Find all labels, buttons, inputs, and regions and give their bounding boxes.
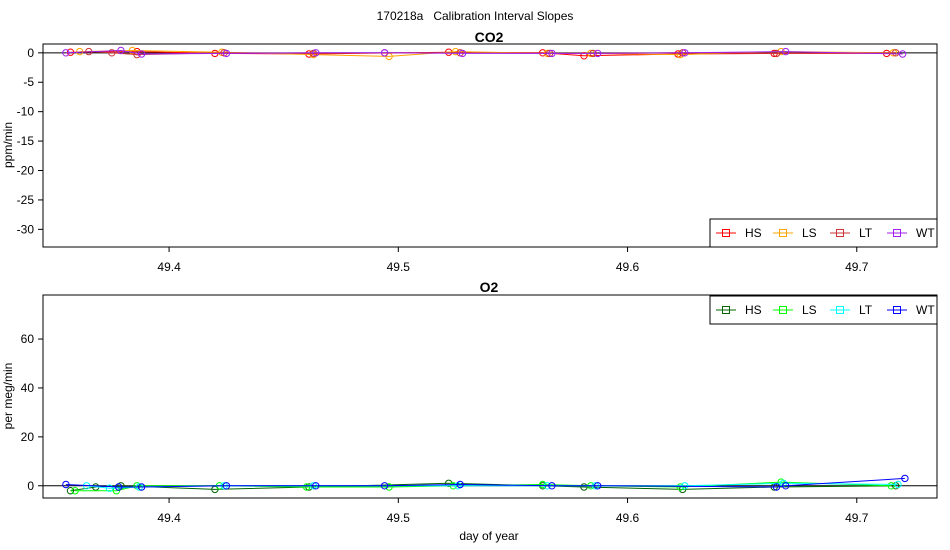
o2-data-point-ls bbox=[71, 487, 79, 495]
o2-data-point-hs bbox=[66, 487, 75, 495]
o2-x-axis-label: day of year bbox=[459, 529, 518, 543]
o2-data-point-ls bbox=[302, 483, 311, 491]
co2-legend-label-ls: LS bbox=[802, 226, 817, 240]
co2-data-point-lt bbox=[108, 49, 116, 57]
co2-y-tick-label: -15 bbox=[17, 134, 35, 148]
co2-data-point-wt bbox=[117, 46, 125, 55]
co2-data-point-wt bbox=[137, 50, 146, 58]
o2-x-tick-label: 49.5 bbox=[387, 511, 411, 525]
o2-data-point-wt bbox=[114, 483, 123, 491]
co2-legend-marker-ls bbox=[779, 229, 787, 237]
co2-data-point-wt bbox=[458, 49, 467, 58]
co2-x-tick-label: 49.5 bbox=[387, 260, 411, 274]
co2-legend-marker-lt bbox=[836, 229, 844, 237]
o2-panel-title: O2 bbox=[480, 279, 499, 295]
o2-data-point-wt bbox=[594, 482, 602, 490]
co2-data-point-lt bbox=[772, 49, 781, 58]
o2-legend-marker-wt bbox=[893, 306, 901, 314]
o2-series-line-wt bbox=[65, 477, 905, 488]
co2-x-tick-label: 49.4 bbox=[157, 260, 181, 274]
o2-x-axis: 49.4 49.5 49.6 49.7 bbox=[157, 498, 869, 525]
co2-series-group bbox=[62, 46, 907, 61]
o2-data-point-wt bbox=[380, 482, 389, 490]
co2-data-point-ls bbox=[128, 46, 137, 55]
o2-data-point-wt bbox=[137, 483, 146, 491]
o2-legend-label-wt: WT bbox=[916, 303, 935, 317]
o2-data-point-wt bbox=[456, 480, 464, 489]
co2-data-point-ls bbox=[451, 47, 460, 56]
co2-data-point-wt bbox=[62, 49, 70, 57]
co2-panel: CO2 49.4 49.5 49.6 49.7 0-5-10-15-20-25-30 … bbox=[1, 29, 938, 274]
co2-legend-label-lt: LT bbox=[859, 226, 873, 240]
o2-data-point-ls bbox=[887, 482, 895, 490]
o2-data-point-wt bbox=[312, 482, 320, 490]
co2-legend: HS LS LT WT bbox=[709, 218, 938, 248]
co2-data-point-lt bbox=[892, 49, 900, 57]
co2-legend-marker-hs bbox=[722, 229, 730, 237]
o2-legend: HS LS LT WT bbox=[709, 295, 938, 325]
co2-plot-frame bbox=[42, 43, 938, 248]
co2-y-tick-label: 0 bbox=[27, 46, 34, 60]
o2-data-point-wt bbox=[222, 482, 231, 490]
o2-legend-label-lt: LT bbox=[859, 303, 873, 317]
co2-series-line-ls bbox=[79, 49, 894, 57]
co2-data-point-wt bbox=[222, 49, 231, 58]
co2-data-point-wt bbox=[380, 49, 389, 57]
co2-y-tick-label: -30 bbox=[17, 222, 35, 236]
co2-x-tick-label: 49.7 bbox=[845, 260, 869, 274]
o2-legend-marker-ls bbox=[779, 306, 787, 314]
co2-data-point-lt bbox=[133, 50, 141, 59]
co2-y-tick-label: -25 bbox=[17, 193, 35, 207]
o2-y-axis: 0 20 40 60 bbox=[21, 332, 43, 493]
o2-data-point-wt bbox=[782, 482, 790, 490]
o2-legend-marker-hs bbox=[722, 306, 730, 314]
co2-data-point-wt bbox=[782, 47, 790, 56]
o2-data-point-lt bbox=[894, 480, 902, 489]
co2-data-point-wt bbox=[312, 49, 320, 57]
o2-data-point-ls bbox=[385, 483, 393, 491]
o2-series-group bbox=[62, 474, 909, 495]
o2-legend-marker-lt bbox=[836, 306, 844, 314]
o2-data-point-ls bbox=[539, 480, 547, 489]
o2-data-point-wt bbox=[901, 474, 909, 483]
co2-data-point-hs bbox=[580, 52, 588, 60]
o2-data-point-lt bbox=[105, 484, 114, 492]
o2-data-point-wt bbox=[62, 480, 70, 489]
co2-data-point-wt bbox=[681, 49, 689, 57]
co2-y-tick-label: -20 bbox=[17, 164, 35, 178]
figure-title: 170218a Calibration Interval Slopes bbox=[377, 9, 574, 23]
co2-x-axis: 49.4 49.5 49.6 49.7 bbox=[157, 247, 869, 274]
co2-y-axis-label: ppm/min bbox=[1, 122, 15, 168]
o2-data-point-wt bbox=[548, 482, 556, 490]
o2-y-axis-label: per meg/min bbox=[1, 363, 15, 430]
o2-x-tick-label: 49.7 bbox=[845, 511, 869, 525]
o2-y-tick-label: 40 bbox=[21, 381, 35, 395]
o2-legend-label-hs: HS bbox=[745, 303, 762, 317]
co2-y-axis: 0 -5 -10 -15 -20 -25 -30 bbox=[17, 46, 43, 236]
o2-y-tick-label: 0 bbox=[27, 479, 34, 493]
o2-x-tick-label: 49.4 bbox=[157, 511, 181, 525]
co2-legend-marker-wt bbox=[893, 229, 901, 237]
co2-data-point-wt bbox=[548, 49, 556, 58]
co2-y-tick-label: -10 bbox=[17, 105, 35, 119]
o2-data-point-wt bbox=[772, 483, 781, 491]
co2-data-point-ls bbox=[676, 50, 684, 59]
o2-x-tick-label: 49.6 bbox=[616, 511, 640, 525]
o2-data-point-hs bbox=[580, 483, 588, 491]
o2-legend-label-ls: LS bbox=[802, 303, 817, 317]
co2-data-point-wt bbox=[898, 50, 907, 58]
co2-panel-title: CO2 bbox=[475, 29, 504, 45]
co2-legend-label-wt: WT bbox=[916, 226, 935, 240]
co2-y-tick-label: -5 bbox=[23, 75, 34, 89]
o2-y-tick-label: 60 bbox=[21, 332, 35, 346]
o2-plot-frame bbox=[42, 294, 938, 499]
o2-data-point-ls bbox=[676, 483, 684, 491]
o2-y-tick-label: 20 bbox=[21, 430, 35, 444]
o2-data-point-lt bbox=[681, 482, 689, 490]
co2-legend-label-hs: HS bbox=[745, 226, 762, 240]
co2-data-point-wt bbox=[594, 49, 602, 58]
co2-x-tick-label: 49.6 bbox=[616, 260, 640, 274]
